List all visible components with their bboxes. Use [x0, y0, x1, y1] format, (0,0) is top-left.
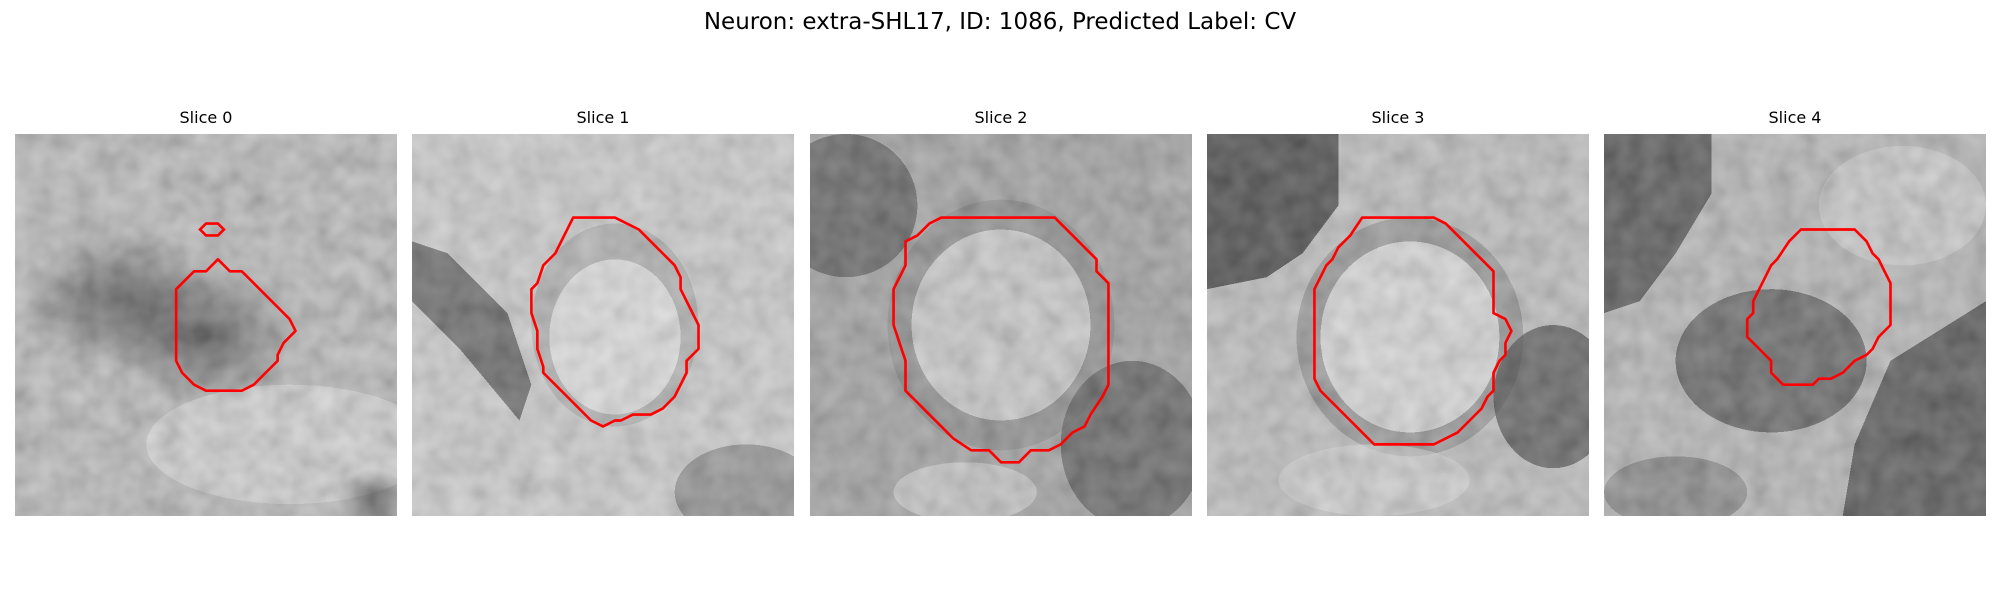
slice-image-3	[1207, 134, 1589, 516]
slice-title-2: Slice 2	[974, 108, 1028, 127]
contour-outline-4	[1745, 228, 1892, 387]
slice-image-1	[412, 134, 794, 516]
slice-title-3: Slice 3	[1371, 108, 1425, 127]
contour-outline-2	[892, 216, 1110, 464]
slice-panel-1: Slice 1	[412, 108, 794, 516]
contour-outline-0-small	[198, 222, 226, 237]
slice-panel-3: Slice 3	[1207, 108, 1589, 516]
slice-title-0: Slice 0	[179, 108, 233, 127]
contour-outline-0	[174, 258, 297, 392]
slice-image-4	[1604, 134, 1986, 516]
slice-panel-0: Slice 0	[15, 108, 397, 516]
slice-title-4: Slice 4	[1768, 108, 1822, 127]
slice-image-0	[15, 134, 397, 516]
slice-image-2	[810, 134, 1192, 516]
contour-outline-1	[530, 216, 700, 428]
slice-title-1: Slice 1	[576, 108, 630, 127]
figure-title: Neuron: extra-SHL17, ID: 1086, Predicted…	[703, 9, 1297, 35]
slice-panel-4: Slice 4	[1604, 108, 1986, 516]
contour-outline-3	[1313, 216, 1513, 446]
slice-panel-2: Slice 2	[810, 108, 1192, 516]
